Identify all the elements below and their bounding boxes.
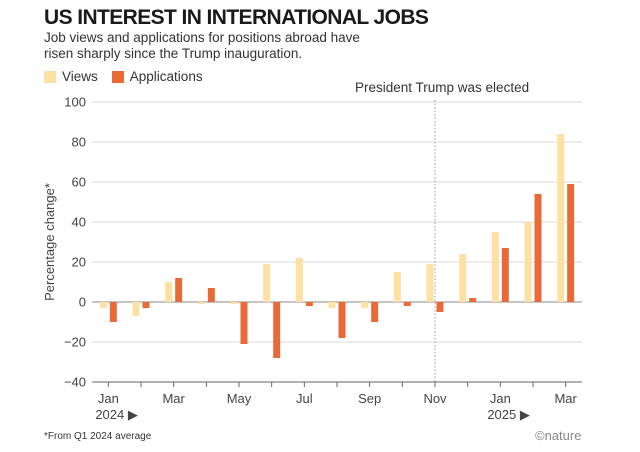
y-tick-label: 80 [72,135,86,150]
x-year-label: 2024 ▶ [95,407,138,422]
legend-item-views: Views [44,69,98,84]
bar-applications [469,298,477,302]
bar-views [99,302,107,308]
annotation-label: President Trump was elected [355,80,529,95]
x-tick-label: Jan [490,391,511,406]
bar-applications [142,302,150,308]
bar-applications [175,278,183,302]
bar-views [132,302,140,316]
bar-applications [305,302,313,306]
x-tick-label: Mar [554,391,577,406]
legend-label-views: Views [62,69,98,84]
bar-views [165,282,173,302]
x-tick-label: Sep [358,391,381,406]
bar-applications [273,302,281,358]
bar-views [328,302,336,308]
y-tick-label: 40 [72,215,86,230]
y-tick-label: 20 [72,255,86,270]
x-tick-label: Jul [296,391,313,406]
bar-applications [403,302,411,306]
bar-applications [207,288,215,302]
bar-views [263,264,271,302]
x-tick-label: Jan [98,391,119,406]
x-tick-label: May [227,391,252,406]
bar-applications [567,184,575,302]
bar-views [524,222,532,302]
bar-applications [501,248,509,302]
legend-swatch-applications [111,70,124,83]
axes: −40 −20 0 20 40 60 80 100 Percentage change* Jan M… [42,95,582,422]
annotations: President Trump was elected [355,80,529,382]
bar-views [361,302,369,308]
bar-applications [534,194,542,302]
bar-views [295,258,303,302]
bar-applications [338,302,346,338]
bar-applications [436,302,444,312]
bar-views [426,264,434,302]
bar-applications [240,302,248,344]
bar-views [459,254,467,302]
bar-views [230,302,238,304]
bar-applications [371,302,379,322]
y-tick-label: −20 [64,335,86,350]
legend-item-applications: Applications [111,69,203,84]
chart-title: US INTEREST IN INTERNATIONAL JOBS [44,6,429,29]
y-tick-label: 0 [79,295,86,310]
bar-views [557,134,565,302]
chart-subtitle: Job views and applications for positions… [44,30,360,61]
y-tick-label: 60 [72,175,86,190]
legend-swatch-views [44,70,56,83]
x-tick-label: Mar [162,391,185,406]
x-year-label: 2025 ▶ [487,407,530,422]
x-tick-label: Nov [423,391,447,406]
bars [99,134,575,358]
y-axis-label: Percentage change* [42,183,57,301]
nature-logo: ©nature [535,428,582,443]
bar-views [491,232,499,302]
bar-views [393,272,401,302]
gridlines [92,101,582,383]
footnote: *From Q1 2024 average [44,431,152,442]
bar-views [197,302,205,304]
legend: Views Applications [44,69,217,84]
y-tick-label: −40 [64,375,86,390]
legend-label-applications: Applications [129,69,203,84]
bar-applications [109,302,117,322]
y-tick-label: 100 [64,95,86,110]
